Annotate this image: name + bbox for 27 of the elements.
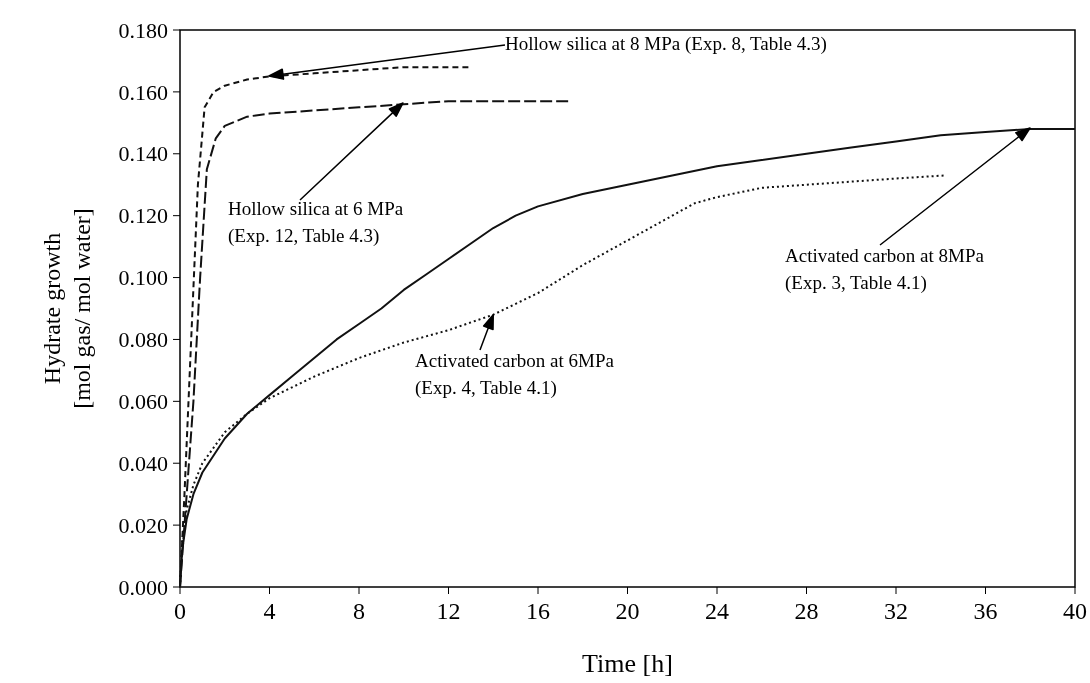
y-tick-label: 0.160 xyxy=(118,79,168,105)
annotation: Activated carbon at 8MPa (Exp. 3, Table 4.1) xyxy=(785,245,985,294)
y-tick-label: 0.080 xyxy=(118,327,168,353)
x-axis-title: Time [h] xyxy=(582,649,673,678)
x-tick-label: 0 xyxy=(174,598,186,624)
x-tick-label: 28 xyxy=(794,598,819,624)
x-tick-label: 32 xyxy=(884,598,908,624)
y-tick-label: 0.040 xyxy=(118,450,168,476)
x-tick-label: 16 xyxy=(526,598,550,624)
y-tick-label: 0.060 xyxy=(118,389,168,415)
x-tick-label: 24 xyxy=(705,598,729,624)
y-tick-label: 0.100 xyxy=(118,265,168,291)
x-tick-label: 12 xyxy=(436,598,461,624)
x-tick-label: 8 xyxy=(353,598,365,624)
x-tick-label: 20 xyxy=(615,598,640,624)
y-axis-title: Hydrate growth [mol gas/ mol water] xyxy=(39,208,95,409)
x-tick-label: 36 xyxy=(973,598,998,624)
x-tick-label: 4 xyxy=(263,598,276,624)
annotation: Activated carbon at 6MPa (Exp. 4, Table 4.1) xyxy=(415,350,615,399)
y-tick-label: 0.120 xyxy=(118,203,168,229)
y-tick-label: 0.140 xyxy=(118,141,168,167)
y-tick-label: 0.020 xyxy=(118,512,168,538)
annotation: Hollow silica at 6 MPa (Exp. 12, Table 4.3) xyxy=(228,198,404,247)
annotation: Hollow silica at 8 MPa (Exp. 8, Table 4.3) xyxy=(505,33,827,55)
y-tick-label: 0.000 xyxy=(118,574,168,600)
x-tick-label: 40 xyxy=(1063,598,1087,624)
y-tick-label: 0.180 xyxy=(118,17,168,43)
